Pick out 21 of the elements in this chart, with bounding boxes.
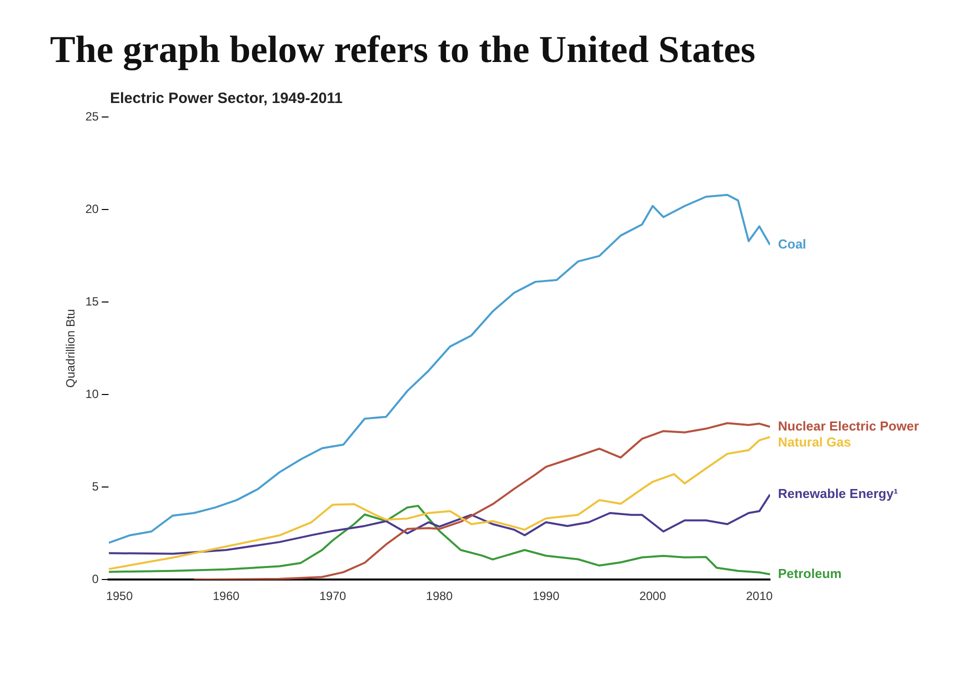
y-tick-label: 0 (92, 572, 100, 586)
y-tick-label: 25 (85, 110, 100, 124)
series-label: Natural Gas (778, 434, 851, 450)
series-label: Coal (778, 236, 806, 252)
y-tick-label: 10 (85, 386, 100, 401)
x-tick-label: 1980 (426, 589, 454, 604)
x-tick-label: 1990 (532, 589, 560, 604)
series-label: Renewable Energy¹ (778, 486, 898, 502)
x-tick-label: 1970 (319, 589, 346, 604)
x-tick-label: 2000 (639, 589, 666, 604)
chart-title: The graph below refers to the United States (50, 28, 756, 72)
series-label: Petroleum (778, 566, 842, 581)
y-tick-label: 20 (85, 202, 100, 216)
x-tick-label: 2010 (746, 589, 774, 604)
y-axis-title: Quadrillion Btu (64, 309, 78, 388)
x-tick-label: 1950 (106, 589, 134, 604)
series-label: Nuclear Electric Power (778, 418, 919, 434)
x-tick-label: 1960 (212, 589, 240, 604)
chart-subtitle: Electric Power Sector, 1949-2011 (110, 90, 344, 107)
y-tick-label: 5 (92, 479, 100, 494)
y-tick-label: 15 (85, 294, 100, 308)
